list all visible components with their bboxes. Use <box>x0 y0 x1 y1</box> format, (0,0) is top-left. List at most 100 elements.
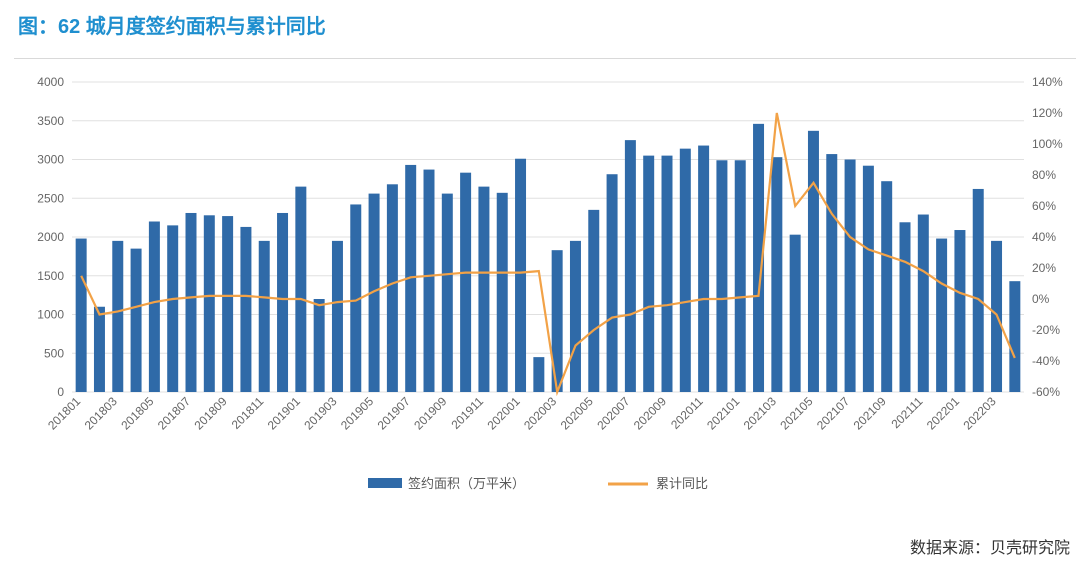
bar <box>808 131 819 392</box>
svg-text:202007: 202007 <box>594 394 632 432</box>
bar <box>94 307 105 392</box>
svg-text:201901: 201901 <box>265 394 303 432</box>
svg-text:201807: 201807 <box>155 394 193 432</box>
svg-text:3000: 3000 <box>37 153 64 167</box>
bar <box>698 146 709 392</box>
svg-text:20%: 20% <box>1032 261 1056 275</box>
line-series <box>81 113 1015 392</box>
svg-text:201809: 201809 <box>192 394 230 432</box>
bar <box>167 225 178 392</box>
svg-text:202009: 202009 <box>631 394 669 432</box>
svg-text:201903: 201903 <box>301 394 339 432</box>
svg-text:201911: 201911 <box>448 394 486 432</box>
bar <box>735 160 746 392</box>
bar <box>295 187 306 392</box>
svg-text:1000: 1000 <box>37 308 64 322</box>
svg-text:0%: 0% <box>1032 292 1050 306</box>
legend-bar-label: 签约面积（万平米） <box>408 476 525 491</box>
svg-text:202103: 202103 <box>741 394 779 432</box>
bar <box>881 181 892 392</box>
legend-bar-swatch <box>368 478 402 488</box>
svg-text:201909: 201909 <box>411 394 449 432</box>
svg-text:201805: 201805 <box>118 394 156 432</box>
svg-text:201907: 201907 <box>375 394 413 432</box>
bar <box>863 166 874 392</box>
bar <box>716 160 727 392</box>
svg-text:2500: 2500 <box>37 191 64 205</box>
divider <box>14 58 1076 59</box>
svg-text:202109: 202109 <box>851 394 889 432</box>
svg-text:201811: 201811 <box>229 394 267 432</box>
bar <box>478 187 489 392</box>
svg-text:202111: 202111 <box>888 394 925 431</box>
bar <box>76 239 87 392</box>
bar <box>332 241 343 392</box>
svg-text:202105: 202105 <box>777 394 815 432</box>
bar <box>826 154 837 392</box>
svg-text:202005: 202005 <box>558 394 596 432</box>
bar <box>973 189 984 392</box>
bar <box>680 149 691 392</box>
svg-text:1500: 1500 <box>37 269 64 283</box>
svg-text:120%: 120% <box>1032 106 1063 120</box>
svg-text:201801: 201801 <box>45 394 83 432</box>
bar <box>204 215 215 392</box>
svg-text:500: 500 <box>44 346 64 360</box>
svg-text:100%: 100% <box>1032 137 1063 151</box>
data-source-label: 数据来源：贝壳研究院 <box>910 534 1070 558</box>
bar <box>387 184 398 392</box>
bar <box>222 216 233 392</box>
svg-text:3500: 3500 <box>37 114 64 128</box>
bar <box>643 156 654 392</box>
svg-text:140%: 140% <box>1032 75 1063 89</box>
bar <box>588 210 599 392</box>
svg-text:80%: 80% <box>1032 168 1056 182</box>
svg-text:-40%: -40% <box>1032 354 1060 368</box>
svg-text:-60%: -60% <box>1032 385 1060 399</box>
bar <box>515 159 526 392</box>
bar <box>277 213 288 392</box>
bar <box>497 193 508 392</box>
bar <box>607 174 618 392</box>
svg-text:201905: 201905 <box>338 394 376 432</box>
bar <box>533 357 544 392</box>
svg-text:202001: 202001 <box>484 394 522 432</box>
bar <box>131 249 142 392</box>
bar <box>662 156 673 392</box>
svg-text:202203: 202203 <box>960 394 998 432</box>
bar <box>954 230 965 392</box>
bar <box>1009 281 1020 392</box>
bar <box>460 173 471 392</box>
svg-text:201803: 201803 <box>82 394 120 432</box>
bar <box>186 213 197 392</box>
svg-text:202201: 202201 <box>924 394 962 432</box>
bar <box>790 235 801 392</box>
svg-text:202003: 202003 <box>521 394 559 432</box>
bar <box>442 194 453 392</box>
bar <box>771 157 782 392</box>
bar <box>918 215 929 392</box>
svg-text:2000: 2000 <box>37 230 64 244</box>
bar <box>314 299 325 392</box>
chart-title: 图：62 城月度签约面积与累计同比 <box>18 10 326 39</box>
bar <box>900 222 911 392</box>
bar <box>149 222 160 393</box>
bar <box>112 241 123 392</box>
svg-text:4000: 4000 <box>37 75 64 89</box>
bar <box>570 241 581 392</box>
svg-text:202107: 202107 <box>814 394 852 432</box>
bar <box>424 170 435 392</box>
bar <box>845 160 856 393</box>
bar <box>240 227 251 392</box>
svg-text:-20%: -20% <box>1032 323 1060 337</box>
combo-chart: 0 500 1000 1500 2000 2500 3000 3500 4000 -60% -40%… <box>14 72 1076 502</box>
legend-line-label: 累计同比 <box>656 476 708 491</box>
svg-text:60%: 60% <box>1032 199 1056 213</box>
svg-text:40%: 40% <box>1032 230 1056 244</box>
svg-text:202101: 202101 <box>704 394 742 432</box>
svg-text:0: 0 <box>57 385 64 399</box>
svg-text:202011: 202011 <box>668 394 706 432</box>
bar <box>936 239 947 392</box>
bar <box>625 140 636 392</box>
bar <box>259 241 270 392</box>
